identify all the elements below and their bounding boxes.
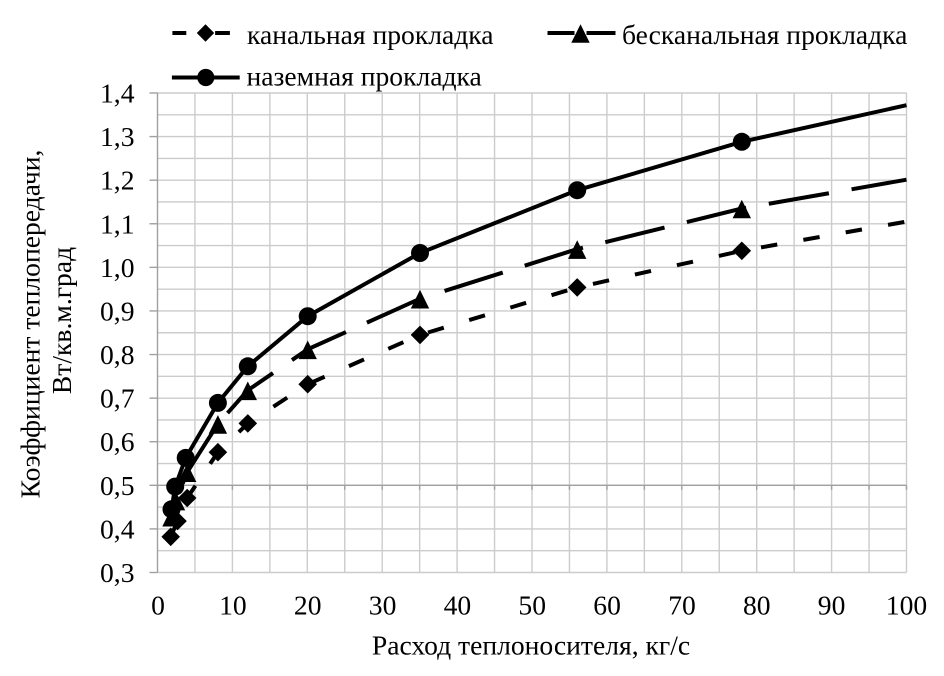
- svg-text:80: 80: [743, 589, 771, 620]
- svg-text:Расход теплоносителя, кг/с: Расход теплоносителя, кг/с: [372, 630, 690, 661]
- svg-text:10: 10: [219, 589, 247, 620]
- svg-text:бесканальная прокладка: бесканальная прокладка: [622, 19, 907, 50]
- svg-text:1,0: 1,0: [100, 252, 135, 283]
- svg-text:90: 90: [818, 589, 846, 620]
- svg-text:1,4: 1,4: [100, 78, 135, 109]
- svg-text:0,3: 0,3: [100, 557, 135, 588]
- svg-text:1,2: 1,2: [100, 165, 135, 196]
- svg-text:100: 100: [886, 589, 927, 620]
- svg-text:0,7: 0,7: [100, 383, 135, 414]
- svg-text:наземная прокладка: наземная прокладка: [247, 61, 482, 92]
- svg-text:40: 40: [444, 589, 472, 620]
- svg-text:0,4: 0,4: [100, 513, 135, 544]
- svg-text:0,6: 0,6: [100, 426, 135, 457]
- svg-text:50: 50: [518, 589, 546, 620]
- svg-text:Коэффициент теплопередачи,: Коэффициент теплопередачи,: [15, 150, 46, 499]
- svg-text:30: 30: [369, 589, 397, 620]
- svg-text:0: 0: [151, 589, 165, 620]
- svg-text:0,8: 0,8: [100, 339, 135, 370]
- svg-text:0,5: 0,5: [100, 470, 135, 501]
- svg-text:60: 60: [593, 589, 621, 620]
- svg-text:канальная прокладка: канальная прокладка: [247, 19, 494, 50]
- svg-text:1,3: 1,3: [100, 121, 135, 152]
- svg-text:0,9: 0,9: [100, 296, 135, 327]
- svg-text:20: 20: [294, 589, 322, 620]
- svg-text:1,1: 1,1: [100, 208, 135, 239]
- svg-text:Вт/кв.м.град: Вт/кв.м.град: [46, 247, 77, 394]
- svg-text:70: 70: [668, 589, 696, 620]
